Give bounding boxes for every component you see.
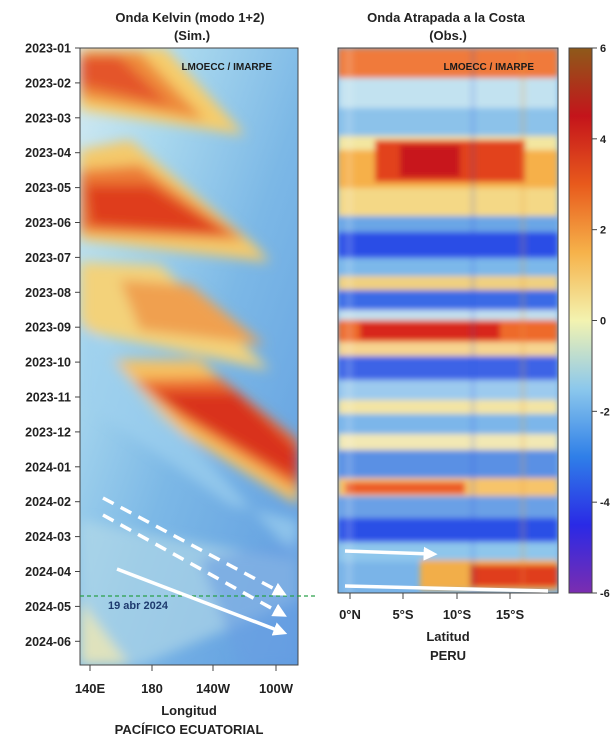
colorbar-tick-label: -2	[600, 406, 610, 418]
kelvin-xlabel2: PACÍFICO ECUATORIAL	[115, 722, 264, 737]
kelvin-y-tick-label: 2023-11	[26, 391, 71, 405]
kelvin-y-tick-label: 2024-04	[25, 565, 71, 579]
kelvin-watermark: LMOECC / IMARPE	[181, 62, 272, 73]
kelvin-y-tick-label: 2023-06	[25, 216, 71, 230]
colorbar-tick-label: -6	[600, 588, 610, 600]
coastal-x-tick-label: 5°S	[392, 607, 413, 622]
kelvin-y-tick-label: 2023-07	[25, 251, 71, 265]
colorbar-ticks: 6 4 2 0 -2 -4 -6	[592, 43, 611, 600]
coastal-arrow-2	[344, 584, 549, 593]
kelvin-y-tick-label: 2023-05	[25, 181, 71, 195]
kelvin-arrow-solid	[116, 567, 288, 636]
coastal-frame	[337, 47, 559, 594]
colorbar: 6 4 2 0 -2 -4 -6	[568, 43, 611, 600]
coastal-title: Onda Atrapada a la Costa	[367, 10, 525, 25]
kelvin-y-tick-label: 2024-06	[25, 635, 71, 649]
kelvin-x-tick-label: 100W	[259, 681, 294, 696]
colorbar-tick-label: 0	[600, 316, 606, 328]
kelvin-subtitle: (Sim.)	[174, 28, 210, 43]
kelvin-y-tick-label: 2023-04	[25, 146, 71, 160]
coastal-x-tick-label: 0°N	[339, 607, 361, 622]
kelvin-y-tick-label: 2023-10	[25, 356, 71, 370]
kelvin-x-tick-label: 180	[141, 681, 163, 696]
kelvin-x-tick-label: 140E	[75, 681, 106, 696]
kelvin-heatmap-field	[80, 48, 298, 665]
coastal-subtitle: (Obs.)	[429, 28, 467, 43]
kelvin-y-ticks: 2023-01 2023-02 2023-03 2023-04 2023-05 2023-…	[25, 42, 80, 649]
coastal-panel: LMOECC / IMARPE Onda Atrapada a la Costa…	[337, 10, 559, 663]
kelvin-y-tick-label: 2024-05	[25, 600, 71, 614]
colorbar-tick-label: 2	[600, 225, 606, 237]
colorbar-tick-label: -4	[600, 497, 611, 509]
colorbar-scale	[568, 47, 593, 594]
coastal-x-tick-label: 10°S	[443, 607, 472, 622]
coastal-xlabel2: PERU	[430, 648, 466, 663]
kelvin-x-tick-label: 140W	[196, 681, 231, 696]
kelvin-arrow-dashed-1	[102, 496, 287, 596]
kelvin-y-tick-label: 2024-01	[25, 460, 71, 474]
kelvin-y-tick-label: 2023-03	[25, 111, 71, 125]
coastal-arrow-1	[344, 546, 438, 561]
colorbar-tick-label: 6	[600, 43, 606, 55]
coastal-watermark: LMOECC / IMARPE	[443, 62, 534, 73]
coastal-heatmap-field	[338, 48, 558, 593]
kelvin-arrow-dashed-2	[102, 513, 287, 617]
kelvin-x-ticks: 140E 180 140W 100W	[75, 665, 294, 696]
kelvin-y-tick-label: 2023-09	[25, 321, 71, 335]
coastal-xlabel: Latitud	[426, 629, 469, 644]
kelvin-y-tick-label: 2023-01	[25, 42, 71, 56]
kelvin-title: Onda Kelvin (modo 1+2)	[115, 10, 264, 25]
kelvin-panel: 19 abr 2024 LMOECC / IMARPE Onda Kelvin …	[25, 10, 315, 737]
kelvin-y-tick-label: 2024-03	[25, 530, 71, 544]
kelvin-y-tick-label: 2023-08	[25, 286, 71, 300]
coastal-x-tick-label: 15°S	[496, 607, 525, 622]
kelvin-frame	[79, 47, 299, 666]
kelvin-y-tick-label: 2024-02	[25, 495, 71, 509]
kelvin-xlabel: Longitud	[161, 703, 217, 718]
kelvin-y-tick-label: 2023-02	[25, 76, 71, 90]
colorbar-tick-label: 4	[600, 134, 607, 146]
annotation-date: 19 abr 2024	[108, 600, 169, 612]
coastal-x-ticks: 0°N 5°S 10°S 15°S	[339, 593, 524, 622]
kelvin-y-tick-label: 2023-12	[25, 425, 71, 439]
